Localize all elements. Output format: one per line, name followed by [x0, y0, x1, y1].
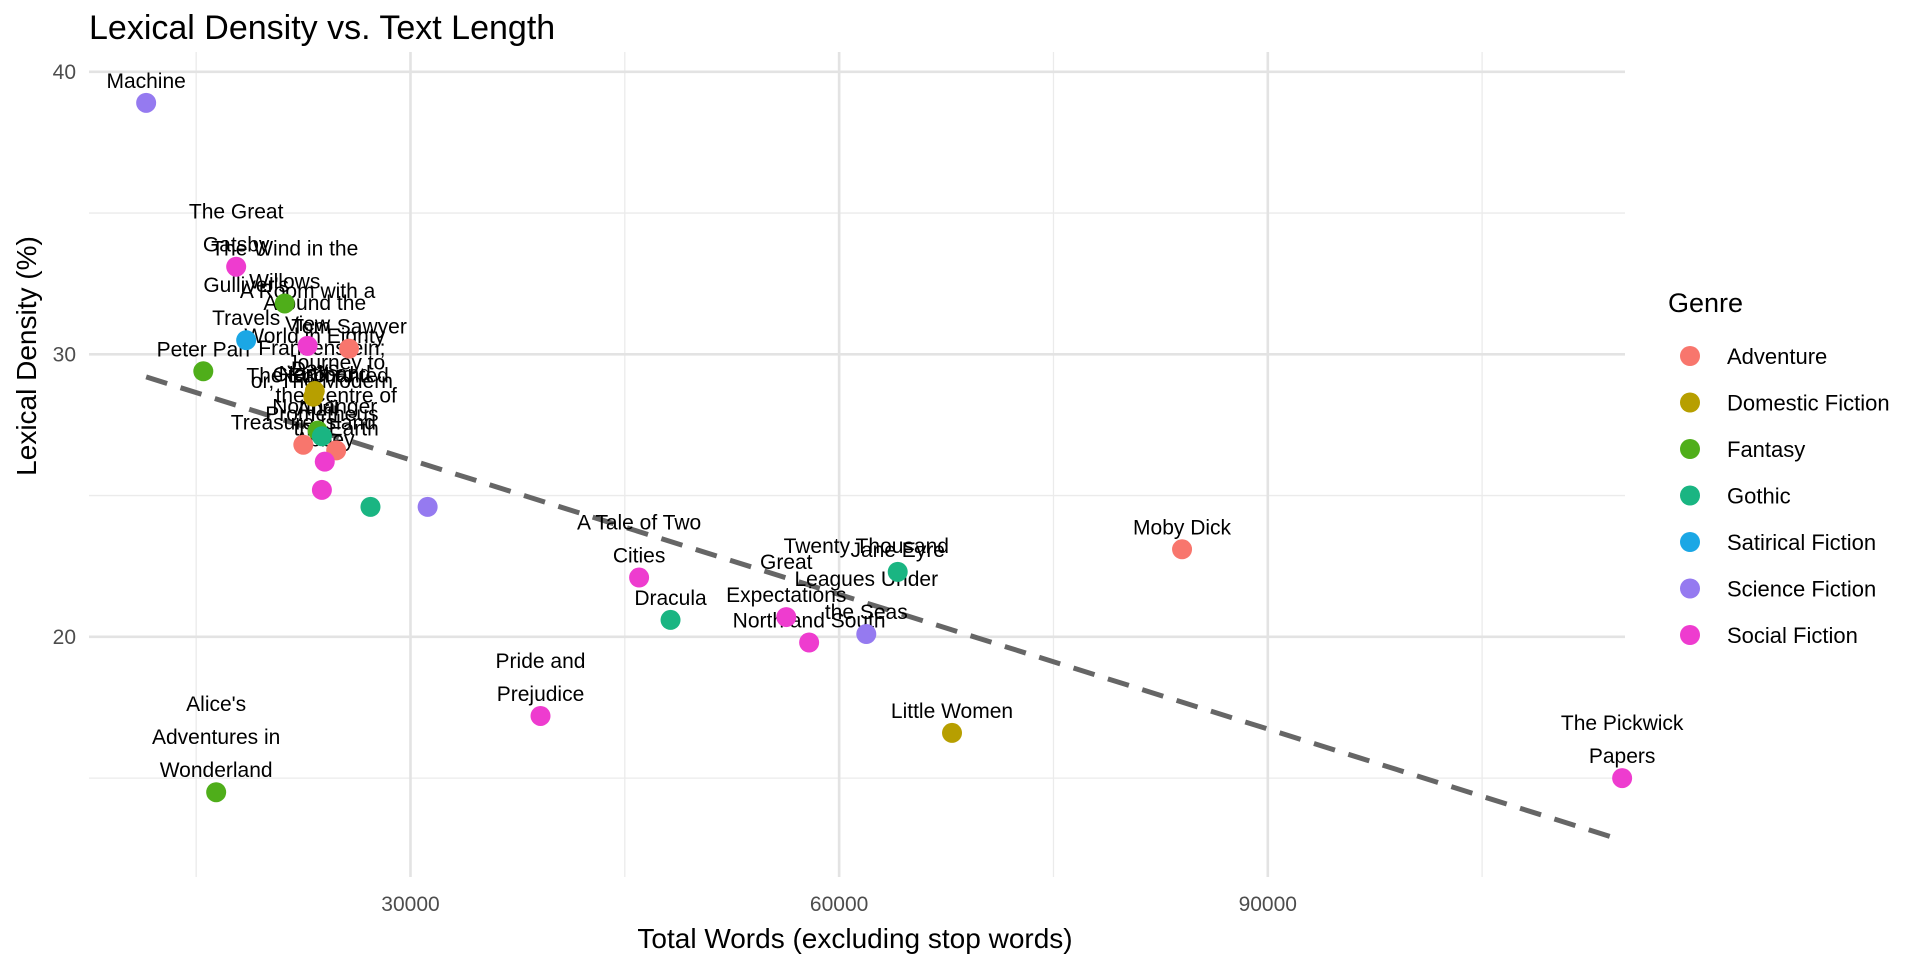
legend-label: Satirical Fiction — [1727, 530, 1876, 555]
point-label: Gulliver's Travels — [203, 274, 289, 330]
x-axis-ticks: 30000 60000 90000 — [381, 893, 1297, 916]
data-point — [303, 386, 324, 407]
point-label: Little Women — [891, 700, 1013, 723]
legend-key — [1680, 346, 1700, 366]
data-point — [942, 722, 963, 743]
point-label: Great Expectations — [726, 551, 846, 607]
data-point — [311, 479, 332, 500]
data-point — [1172, 539, 1193, 560]
point-label: Treasure Island — [231, 412, 376, 435]
data-point — [856, 624, 877, 645]
legend-key — [1680, 625, 1700, 645]
point-label: The Pickwick Papers — [1561, 712, 1684, 768]
data-point — [193, 361, 214, 382]
data-point — [311, 426, 332, 447]
point-label: Machine — [106, 70, 185, 93]
trend-line — [145, 374, 1623, 843]
data-point — [629, 567, 650, 588]
data-point — [136, 92, 157, 113]
data-point — [297, 335, 318, 356]
point-label: The Great Gatsby — [189, 201, 284, 257]
legend-label: Adventure — [1727, 344, 1827, 369]
legend-label: Science Fiction — [1727, 577, 1876, 602]
data-point — [660, 609, 681, 630]
y-axis-title: Lexical Density (%) — [11, 236, 42, 476]
point-label: Pride and Prejudice — [496, 650, 586, 706]
chart-title: Lexical Density vs. Text Length — [89, 9, 555, 47]
legend-label: Domestic Fiction — [1727, 391, 1890, 416]
y-tick-label: 40 — [53, 61, 76, 84]
data-point — [314, 451, 335, 472]
legend-key — [1680, 578, 1700, 599]
point-label: Moby Dick — [1133, 516, 1232, 539]
data-point — [339, 338, 360, 359]
legend-label: Social Fiction — [1727, 623, 1858, 648]
point-label: Jane Eyre — [850, 539, 945, 562]
y-axis-ticks: 20 30 40 — [53, 61, 76, 649]
data-point — [799, 632, 820, 653]
legend-title: Genre — [1668, 288, 1743, 318]
legend-key — [1680, 485, 1700, 506]
point-label: The Enchanted April — [246, 365, 388, 421]
x-tick-label: 90000 — [1239, 893, 1297, 916]
point-label: Alice's Adventures in Wonderland — [152, 693, 280, 782]
legend-label: Fantasy — [1727, 437, 1805, 462]
point-label: The Wind in the Willows — [211, 237, 358, 293]
point-label: North and South — [733, 609, 886, 632]
x-axis-title: Total Words (excluding stop words) — [637, 923, 1072, 954]
legend-label: Gothic — [1727, 484, 1791, 509]
y-tick-label: 30 — [53, 343, 76, 366]
data-point — [274, 293, 295, 314]
legend: Genre Adventure Domestic Fiction Fantasy Go… — [1668, 288, 1890, 648]
data-point — [206, 782, 227, 803]
data-points — [136, 92, 1633, 803]
point-label: Cranford — [272, 364, 354, 387]
point-label: A Room with a View — [240, 280, 376, 336]
trend-line-group — [145, 374, 1623, 843]
legend-key — [1680, 439, 1700, 459]
data-point — [1612, 768, 1633, 789]
legend-key — [1680, 532, 1700, 552]
point-label: A Tale of Two Cities — [577, 512, 701, 568]
data-point — [887, 561, 908, 582]
data-point — [776, 607, 797, 628]
data-point — [293, 434, 314, 455]
x-tick-label: 60000 — [810, 893, 868, 916]
x-tick-label: 30000 — [381, 893, 439, 916]
data-point — [226, 256, 247, 277]
data-point — [417, 496, 438, 517]
point-label: Dracula — [634, 587, 707, 610]
data-point — [360, 496, 381, 517]
point-label: Peter Pan — [157, 338, 250, 361]
point-label: Tom Sawyer — [291, 316, 407, 339]
legend-key — [1680, 392, 1700, 413]
data-point — [530, 705, 551, 726]
minor-gridlines — [89, 52, 1625, 877]
y-tick-label: 20 — [53, 626, 76, 649]
data-point — [236, 330, 257, 351]
